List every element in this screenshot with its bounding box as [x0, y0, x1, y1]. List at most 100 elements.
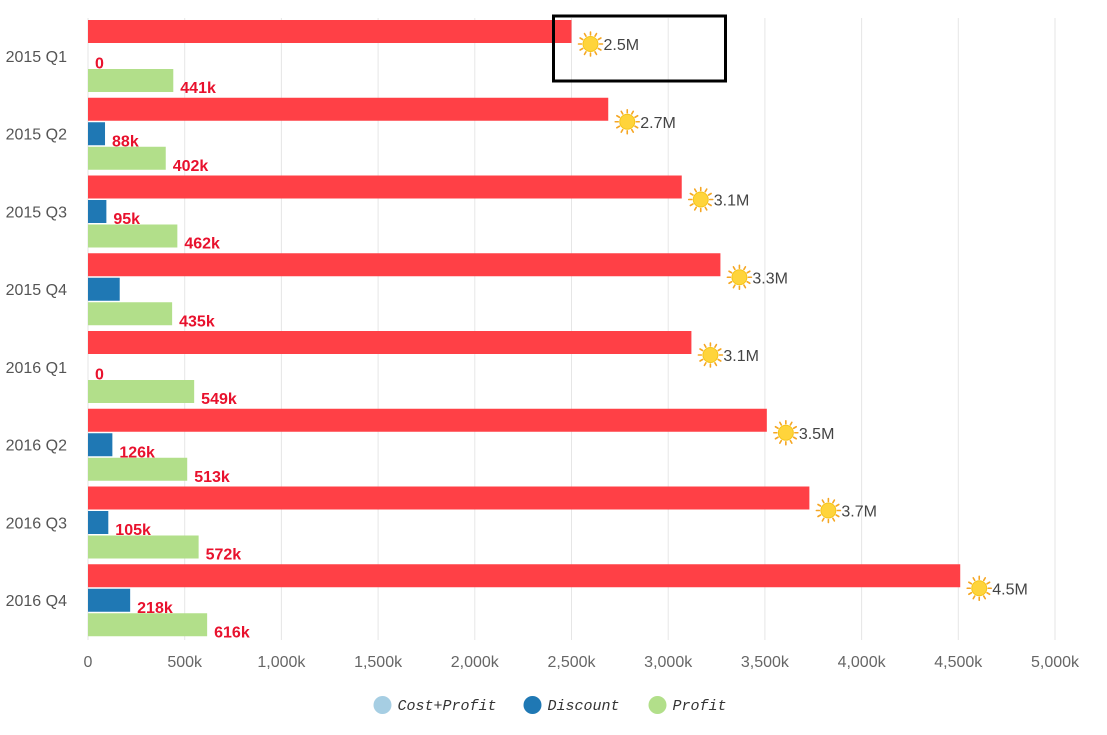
total-value-label: 3.5M — [799, 426, 835, 443]
x-tick-label: 3,000k — [644, 654, 693, 671]
x-tick-label: 5,000k — [1031, 654, 1080, 671]
sun-ray — [630, 110, 635, 115]
sun-ray — [821, 517, 825, 522]
sun-ray — [779, 421, 783, 426]
legend-swatch — [648, 696, 667, 714]
data-label: 572k — [206, 547, 242, 564]
value-labels: 2.5M 0 441k 2.7M 88k 402k 3.1M 95k 462k 3.3M 435k 3… — [95, 31, 1028, 641]
bar[interactable] — [88, 302, 173, 326]
sun-core — [619, 113, 636, 130]
data-label: 549k — [201, 391, 237, 408]
data-label: 88k — [112, 133, 139, 150]
bar[interactable] — [88, 486, 810, 510]
bar[interactable] — [88, 277, 120, 301]
sun-ray — [579, 47, 584, 51]
sun-ray — [728, 270, 733, 274]
sun-ray — [789, 421, 793, 426]
sun-icon — [815, 497, 842, 524]
sun-ray — [703, 343, 707, 349]
bar[interactable] — [88, 224, 178, 248]
data-label: 218k — [137, 600, 173, 617]
bars — [88, 20, 961, 637]
sun-ray — [817, 503, 822, 507]
bar[interactable] — [88, 588, 131, 612]
sun-icon — [687, 186, 714, 213]
category-label: 2015 Q4 — [6, 282, 67, 299]
bar[interactable] — [88, 408, 767, 432]
sun-ray — [717, 348, 722, 352]
category-label: 2016 Q4 — [6, 593, 67, 610]
sun-ray — [704, 188, 708, 193]
bar[interactable] — [88, 613, 208, 637]
sun-ray — [689, 192, 694, 196]
bar[interactable] — [88, 380, 195, 403]
bar[interactable] — [88, 331, 692, 354]
sun-icon — [773, 419, 799, 446]
sun-core — [702, 347, 719, 363]
bar[interactable] — [88, 535, 199, 559]
sun-ray — [616, 125, 621, 129]
sun-ray — [699, 358, 704, 362]
sun-ray — [693, 188, 698, 193]
bar[interactable] — [88, 97, 609, 121]
sun-ray — [774, 436, 779, 440]
x-tick-label: 1,000k — [257, 654, 306, 671]
sun-icon — [966, 575, 993, 602]
category-label: 2016 Q3 — [6, 515, 67, 532]
sun-ray — [583, 50, 587, 56]
bar[interactable] — [88, 253, 721, 277]
sun-ray — [620, 128, 624, 133]
sun-ray — [597, 37, 602, 41]
legend-item[interactable]: Profit — [648, 696, 727, 715]
data-label: 126k — [119, 444, 155, 461]
x-tick-label: 2,000k — [451, 654, 500, 671]
sun-ray — [707, 203, 712, 207]
bar[interactable] — [88, 122, 106, 146]
sun-core — [731, 269, 748, 286]
sun-ray — [732, 284, 736, 289]
bar[interactable] — [88, 175, 682, 199]
sun-ray — [693, 206, 698, 211]
x-tick-label: 0 — [84, 654, 93, 671]
category-label: 2016 Q2 — [6, 438, 67, 455]
legend-label: Profit — [673, 698, 727, 715]
total-value-label: 2.7M — [640, 115, 676, 132]
bar[interactable] — [88, 457, 188, 481]
sun-icon — [614, 108, 641, 135]
bar[interactable] — [88, 511, 109, 534]
sun-core — [971, 580, 988, 597]
sun-icon — [726, 264, 753, 291]
legend-item[interactable]: Discount — [523, 696, 620, 715]
bar[interactable] — [88, 564, 961, 588]
x-tick-label: 1,500k — [354, 654, 403, 671]
legend-swatch — [523, 696, 542, 714]
sun-ray — [986, 591, 991, 596]
sun-ray — [630, 128, 635, 133]
bar[interactable] — [88, 146, 166, 170]
legend-item[interactable]: Cost+Profit — [373, 696, 497, 715]
category-label: 2015 Q3 — [6, 204, 67, 221]
sun-ray — [832, 517, 836, 522]
bar[interactable] — [88, 20, 572, 43]
total-value-label: 2.5M — [604, 37, 640, 54]
sun-ray — [982, 595, 987, 600]
bar[interactable] — [88, 69, 174, 92]
x-tick-label: 4,000k — [838, 654, 887, 671]
sun-ray — [714, 343, 718, 349]
bar[interactable] — [88, 433, 113, 457]
sun-ray — [743, 284, 747, 289]
gridlines — [87, 18, 1056, 640]
highlight-rectangle — [552, 14, 727, 83]
sun-icon — [577, 31, 604, 57]
legend[interactable]: Cost+Profit Discount Profit — [373, 696, 727, 715]
sun-ray — [779, 439, 783, 444]
bar[interactable] — [88, 200, 107, 223]
sun-core — [582, 36, 599, 52]
total-value-label: 3.1M — [714, 193, 750, 210]
category-label: 2015 Q1 — [6, 49, 67, 66]
sun-ray — [728, 280, 733, 285]
sun-ray — [620, 110, 624, 115]
sun-ray — [821, 499, 825, 504]
legend-swatch — [373, 696, 392, 714]
